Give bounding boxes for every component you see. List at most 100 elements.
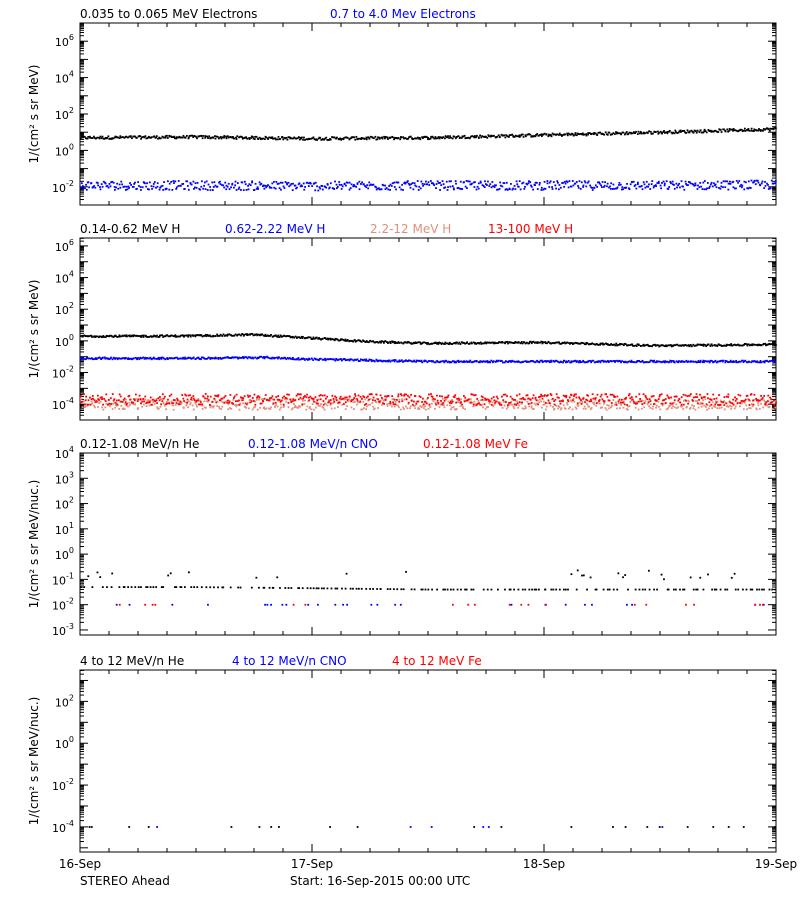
data-point	[625, 131, 628, 133]
data-point	[80, 398, 82, 400]
data-point	[209, 586, 212, 589]
data-point	[421, 405, 424, 407]
data-point	[364, 398, 366, 401]
data-point	[569, 133, 572, 136]
data-point	[538, 183, 541, 186]
data-point	[440, 402, 443, 405]
data-point	[293, 336, 296, 339]
data-point	[471, 135, 474, 137]
data-point	[84, 335, 87, 338]
data-point	[360, 358, 362, 361]
data-point	[309, 336, 312, 339]
data-point	[393, 359, 395, 361]
y-tick-label: 103	[55, 470, 74, 486]
data-point	[546, 360, 549, 362]
data-point	[187, 188, 190, 191]
data-point	[455, 401, 458, 404]
data-point	[733, 343, 736, 346]
data-point	[254, 405, 256, 408]
data-point	[618, 398, 621, 401]
data-point	[192, 180, 195, 183]
data-point	[234, 333, 237, 336]
data-point	[630, 396, 633, 399]
data-point	[764, 181, 766, 183]
data-point	[648, 183, 650, 186]
data-point	[276, 183, 279, 185]
data-point	[287, 357, 290, 360]
data-point	[186, 185, 189, 187]
data-point	[758, 128, 760, 130]
data-point	[694, 400, 697, 402]
y-tick-label: 100	[55, 333, 74, 349]
data-point	[595, 404, 598, 407]
data-point	[574, 406, 577, 409]
data-point	[238, 403, 241, 406]
data-point	[534, 361, 537, 364]
data-point	[665, 345, 668, 348]
data-point	[585, 343, 587, 346]
data-point	[323, 408, 326, 411]
data-point	[299, 185, 302, 188]
data-point	[613, 360, 615, 362]
data-point	[587, 180, 590, 183]
data-point	[104, 182, 107, 185]
y-tick-base: 10	[55, 109, 69, 122]
data-point	[758, 361, 761, 364]
data-point	[744, 127, 746, 130]
data-point	[113, 186, 116, 188]
data-point	[774, 406, 777, 409]
data-point	[627, 344, 629, 347]
data-point	[101, 586, 104, 588]
data-point	[577, 342, 580, 345]
data-point	[596, 185, 599, 188]
data-point	[126, 358, 129, 360]
data-point	[696, 402, 699, 405]
data-point	[383, 402, 386, 405]
data-point	[397, 181, 400, 184]
data-point	[127, 405, 130, 408]
data-point	[171, 357, 174, 360]
data-point	[337, 406, 339, 408]
data-point	[190, 183, 193, 186]
data-point	[91, 137, 94, 139]
data-point	[474, 181, 476, 183]
data-point	[724, 130, 727, 133]
data-point	[117, 357, 119, 360]
data-point	[716, 407, 719, 410]
data-point	[390, 185, 393, 187]
data-point	[310, 137, 313, 140]
data-point	[135, 334, 138, 337]
data-point	[235, 405, 238, 408]
data-point	[406, 181, 408, 184]
data-point	[762, 129, 764, 132]
data-point	[581, 400, 583, 403]
data-point	[354, 340, 357, 343]
data-point	[444, 186, 447, 189]
data-point	[573, 393, 576, 396]
data-point	[278, 356, 280, 359]
data-point	[367, 187, 370, 190]
data-point	[493, 186, 496, 188]
data-point	[605, 343, 608, 346]
data-point	[757, 181, 760, 184]
data-point	[743, 180, 746, 183]
data-point	[684, 131, 687, 134]
data-point	[417, 406, 420, 409]
data-point	[616, 186, 619, 189]
data-point	[414, 407, 417, 410]
data-point	[444, 341, 447, 344]
data-point	[573, 395, 575, 397]
data-point	[418, 395, 421, 398]
data-point	[470, 135, 472, 138]
data-point	[478, 342, 481, 345]
data-point	[294, 184, 297, 187]
data-point	[456, 397, 459, 400]
data-point	[306, 393, 309, 396]
data-point	[338, 138, 341, 141]
data-point	[368, 137, 371, 140]
data-point	[275, 335, 278, 337]
data-point	[231, 182, 234, 185]
data-point	[691, 360, 693, 363]
data-point	[661, 402, 664, 405]
data-point	[182, 397, 185, 400]
